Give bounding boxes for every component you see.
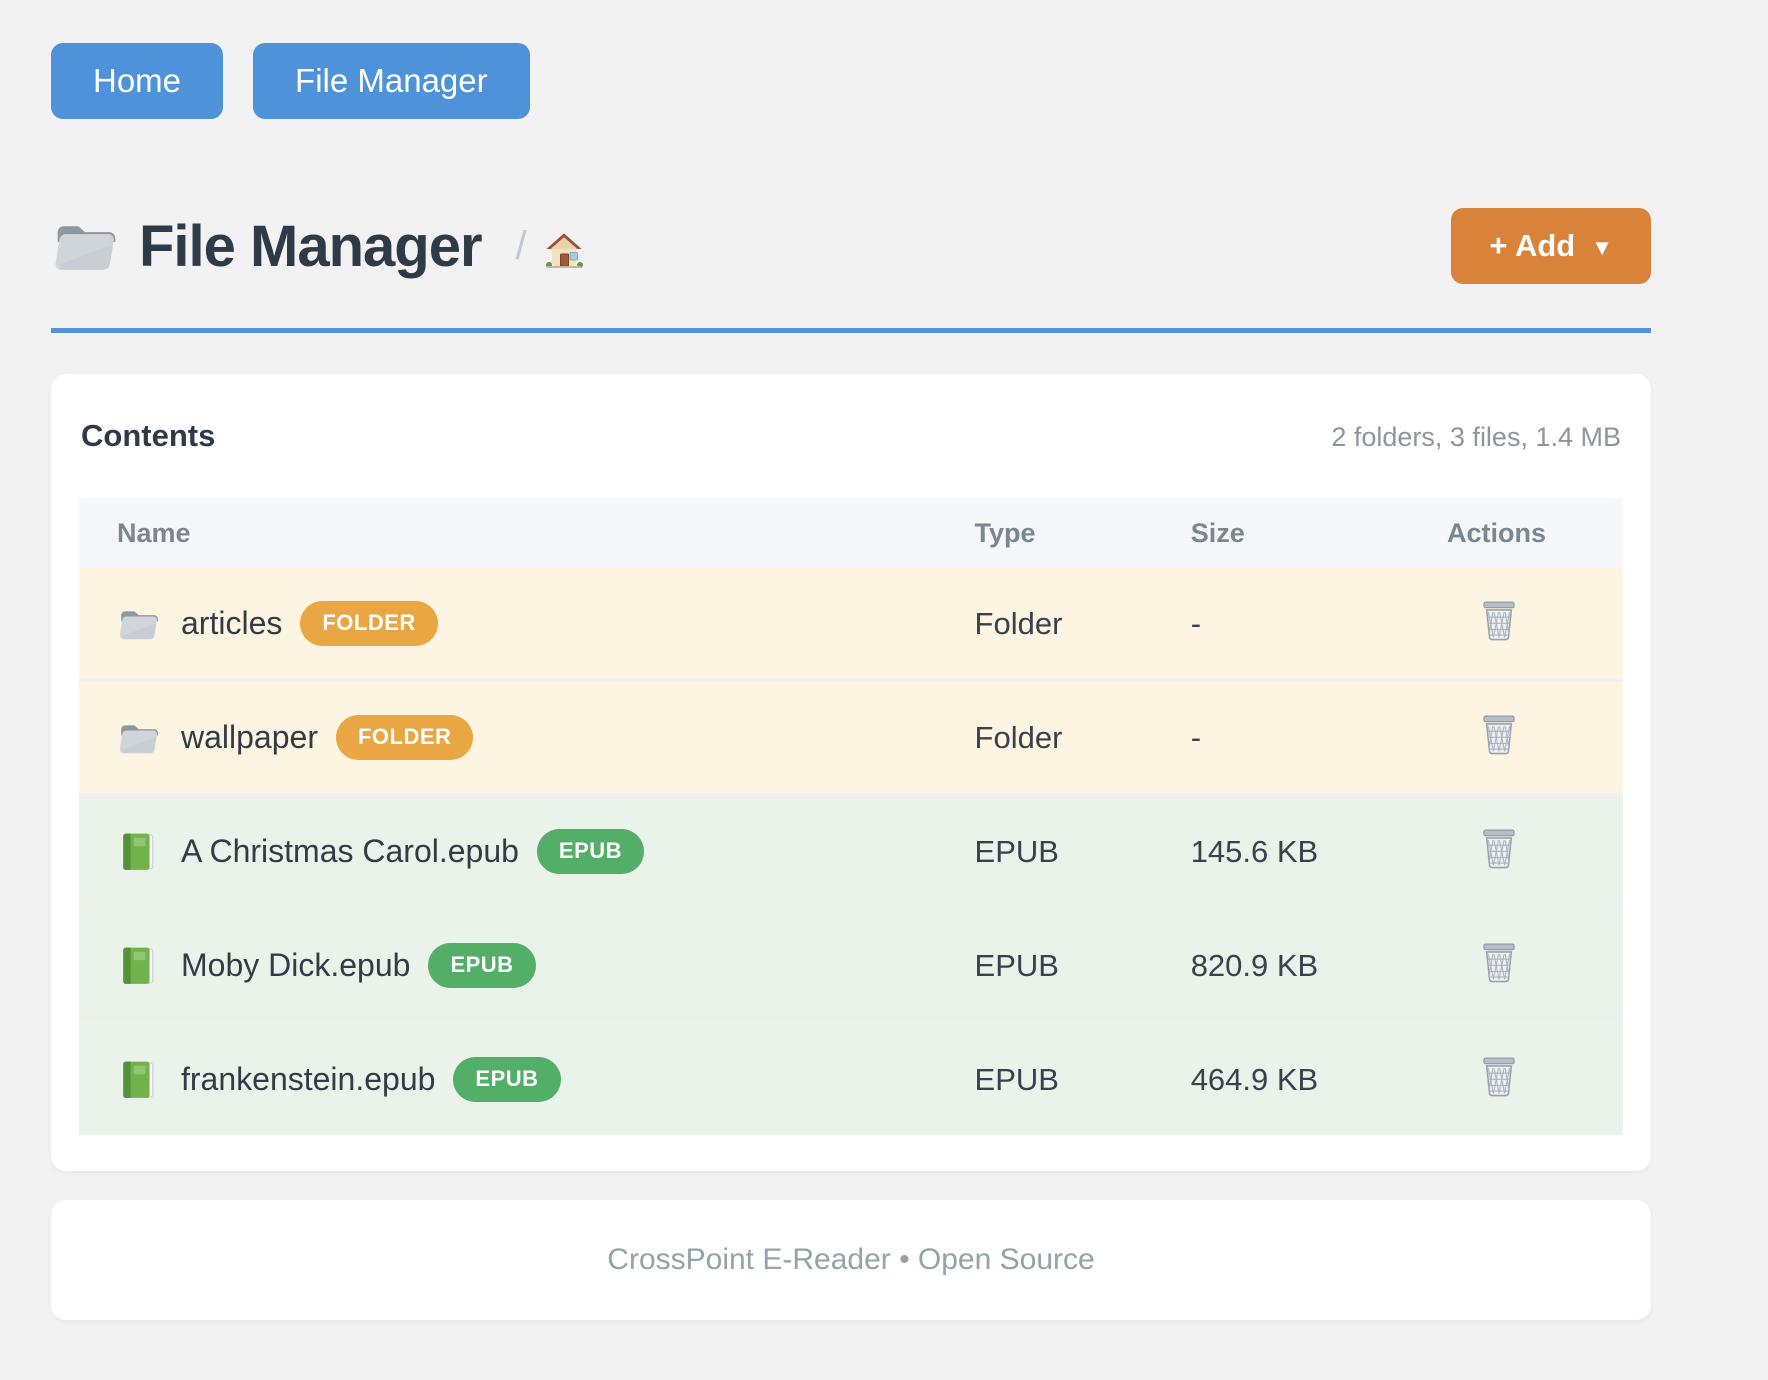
column-header-name: Name (79, 498, 975, 568)
file-kind-badge: EPUB (453, 1057, 561, 1102)
contents-card-header: Contents 2 folders, 3 files, 1.4 MB (79, 418, 1623, 454)
title-folder-icon (51, 218, 117, 274)
add-button-label: + Add (1489, 228, 1576, 263)
contents-heading: Contents (81, 418, 216, 453)
epub-book-icon (117, 832, 159, 872)
column-header-actions: Actions (1375, 498, 1623, 568)
contents-table-body: articles FOLDER Folder - (79, 568, 1623, 1135)
top-nav: Home File Manager (51, 0, 1651, 119)
file-kind-badge: EPUB (536, 829, 645, 874)
trash-icon (1480, 712, 1518, 756)
table-header-row: Name Type Size Actions (79, 498, 1623, 568)
delete-button[interactable] (1480, 598, 1518, 642)
delete-button[interactable] (1480, 940, 1518, 984)
file-size: 464.9 KB (1190, 1021, 1376, 1135)
row-type-icon (117, 604, 159, 644)
row-type-icon (117, 718, 159, 758)
delete-button[interactable] (1480, 712, 1518, 756)
file-kind-badge: FOLDER (300, 601, 438, 646)
table-row: articles FOLDER Folder - (79, 568, 1623, 681)
page-header: File Manager / + Add ▼ (51, 207, 1651, 285)
table-row: wallpaper FOLDER Folder - (79, 679, 1623, 795)
delete-button[interactable] (1480, 826, 1518, 870)
row-type-icon (117, 1060, 159, 1100)
footer-text: CrossPoint E-Reader • Open Source (607, 1243, 1095, 1276)
row-type-icon (117, 832, 159, 872)
file-name: A Christmas Carol.epub (181, 833, 519, 869)
trash-icon (1480, 940, 1518, 984)
file-link[interactable]: Moby Dick.epub (117, 946, 410, 986)
epub-book-icon (117, 1060, 159, 1100)
file-kind-badge: FOLDER (335, 715, 474, 760)
table-row: A Christmas Carol.epub EPUB EPUB 145.6 K… (79, 793, 1623, 909)
file-type: Folder (974, 679, 1191, 795)
file-link[interactable]: A Christmas Carol.epub (117, 832, 519, 872)
file-name: Moby Dick.epub (181, 947, 411, 983)
file-size: 820.9 KB (1190, 907, 1376, 1023)
breadcrumb-home-icon[interactable] (545, 232, 583, 268)
title-divider (51, 328, 1651, 333)
file-type: EPUB (974, 907, 1191, 1023)
page: Home File Manager File Manager / (51, 0, 1651, 1320)
file-name: wallpaper (181, 719, 318, 755)
file-kind-badge: EPUB (428, 943, 536, 988)
breadcrumb-separator: / (515, 223, 527, 268)
contents-table: Name Type Size Actions articles FOLDER (79, 498, 1623, 1135)
page-title: File Manager (139, 213, 483, 279)
file-size: 145.6 KB (1190, 793, 1376, 909)
file-size: - (1190, 679, 1376, 795)
file-link[interactable]: wallpaper (117, 718, 318, 758)
nav-file-manager-button[interactable]: File Manager (253, 43, 530, 119)
table-row: Moby Dick.epub EPUB EPUB 820.9 KB (79, 907, 1623, 1023)
file-name: articles (181, 605, 283, 641)
nav-home-button[interactable]: Home (51, 43, 224, 119)
file-link[interactable]: frankenstein.epub (117, 1060, 435, 1100)
column-header-type: Type (974, 498, 1191, 568)
file-type: EPUB (974, 793, 1191, 909)
file-type: Folder (974, 568, 1191, 681)
column-header-size: Size (1190, 498, 1376, 568)
delete-button[interactable] (1480, 1054, 1518, 1098)
trash-icon (1480, 598, 1518, 642)
file-link[interactable]: articles (117, 604, 282, 644)
trash-icon (1480, 1054, 1518, 1098)
folder-icon (117, 718, 159, 758)
epub-book-icon (117, 946, 159, 986)
file-size: - (1190, 568, 1376, 681)
title-area: File Manager / (51, 213, 583, 280)
file-type: EPUB (974, 1021, 1191, 1135)
row-type-icon (117, 946, 159, 986)
add-button[interactable]: + Add ▼ (1451, 208, 1651, 284)
folder-icon (51, 218, 117, 274)
trash-icon (1480, 826, 1518, 870)
caret-down-icon: ▼ (1591, 235, 1613, 260)
contents-card: Contents 2 folders, 3 files, 1.4 MB Name… (51, 374, 1651, 1171)
house-icon (545, 232, 583, 268)
folder-icon (117, 604, 159, 644)
contents-summary: 2 folders, 3 files, 1.4 MB (1331, 422, 1621, 452)
footer: CrossPoint E-Reader • Open Source (51, 1200, 1651, 1320)
file-name: frankenstein.epub (181, 1061, 436, 1097)
table-row: frankenstein.epub EPUB EPUB 464.9 KB (79, 1021, 1623, 1135)
